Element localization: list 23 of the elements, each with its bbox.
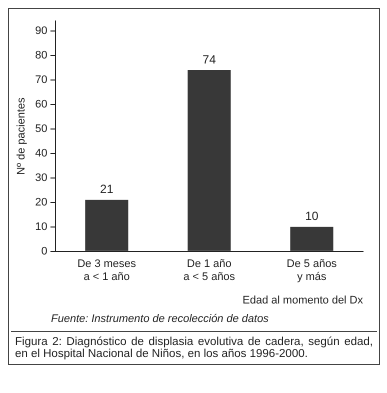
y-tick-label: 60	[35, 98, 48, 110]
bar	[85, 200, 128, 251]
bar	[188, 70, 231, 251]
y-tick-label: 10	[35, 220, 48, 233]
y-tick-label: 90	[35, 24, 48, 37]
y-tick-label: 70	[35, 74, 48, 86]
x-tick-label: De 5 años y más	[286, 258, 338, 284]
data-label: 21	[100, 182, 114, 196]
y-tick-label: 20	[35, 196, 48, 208]
y-tick-label: 30	[35, 172, 48, 184]
x-tick-label: De 3 meses a < 1 año	[77, 258, 137, 284]
data-label: 74	[202, 52, 216, 66]
x-tick-label: De 1 año a < 5 años	[183, 258, 236, 284]
bar	[290, 226, 334, 251]
text: Figura 2: Diagnóstico de displasia evolutiva de cadera, según edad, en el Hospital Nacional de Niños, en los años 1996-2000.	[11, 331, 377, 362]
data-label: 10	[305, 209, 319, 224]
y-tick-label: 0	[41, 245, 48, 258]
y-axis-title: Nº de pacientes	[16, 97, 28, 175]
source-note: Fuente: Instrumento de recolección de datos	[50, 313, 270, 325]
y-tick-label: 40	[35, 147, 48, 160]
x-axis-title: Edad al momento del Dx	[242, 294, 364, 306]
y-tick-label: 50	[35, 122, 48, 135]
y-tick-label: 80	[35, 49, 48, 62]
